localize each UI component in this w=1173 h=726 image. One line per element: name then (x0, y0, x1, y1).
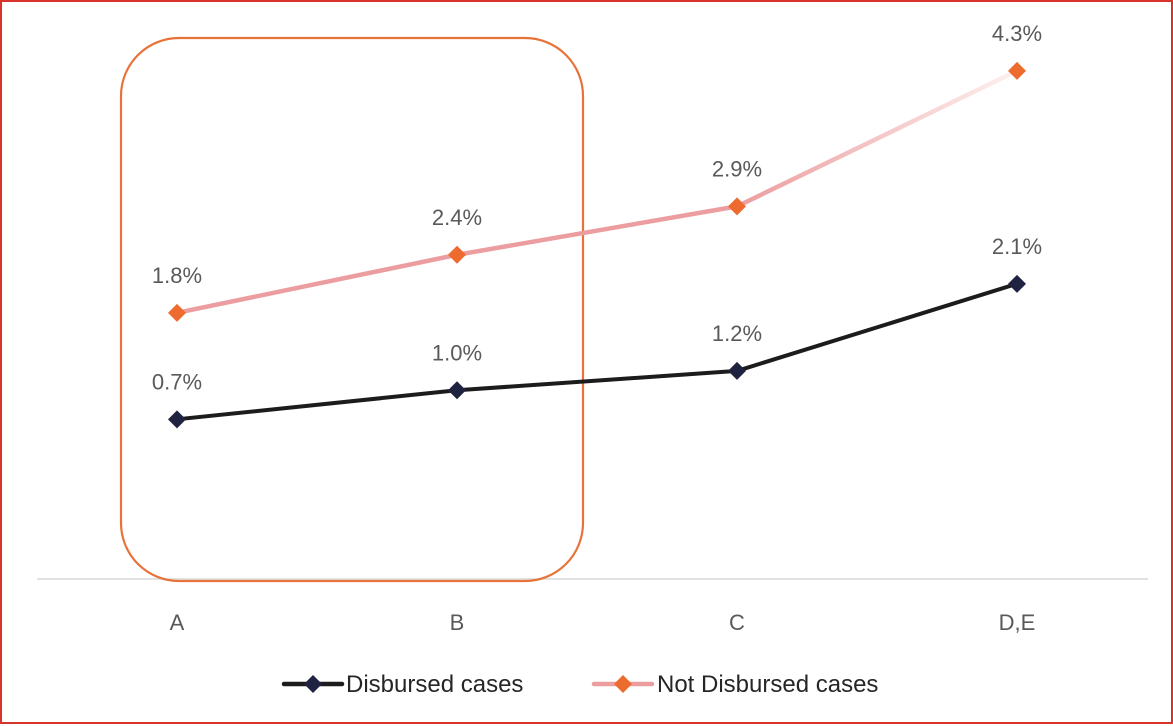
data-label: 2.1% (992, 234, 1042, 259)
x-tick-label: A (170, 610, 185, 635)
data-label: 1.0% (432, 340, 482, 365)
data-label: 1.8% (152, 263, 202, 288)
x-tick-label: C (729, 610, 745, 635)
data-point-marker (168, 303, 186, 322)
series-line-segment (455, 368, 739, 393)
data-point-marker (168, 410, 186, 429)
legend-marker-swatch (614, 675, 632, 693)
data-point-marker (1008, 61, 1026, 80)
series-line-segment (735, 281, 1019, 373)
data-point-marker (728, 197, 746, 216)
legend-marker-swatch (304, 675, 322, 693)
data-point-marker (728, 361, 746, 380)
data-point-marker (1008, 274, 1026, 293)
data-label: 1.2% (712, 321, 762, 346)
data-point-marker (448, 245, 466, 264)
legend-label: Not Disbursed cases (657, 671, 878, 698)
data-label: 2.9% (712, 156, 762, 181)
x-tick-label: B (450, 610, 465, 635)
x-tick-label: D,E (999, 610, 1036, 635)
data-label: 2.4% (432, 205, 482, 230)
data-point-marker (448, 381, 466, 400)
series-line-segment (454, 204, 740, 258)
data-label: 4.3% (992, 21, 1042, 46)
legend-item: Not Disbursed cases (591, 671, 878, 698)
data-label: 0.7% (152, 369, 202, 394)
series-line-segment (174, 252, 460, 316)
series-line-segment (734, 68, 1020, 209)
legend-label: Disbursed cases (346, 671, 523, 698)
legend-item: Disbursed cases (281, 671, 523, 698)
series-line-segment (175, 388, 459, 422)
highlight-box (119, 36, 585, 583)
